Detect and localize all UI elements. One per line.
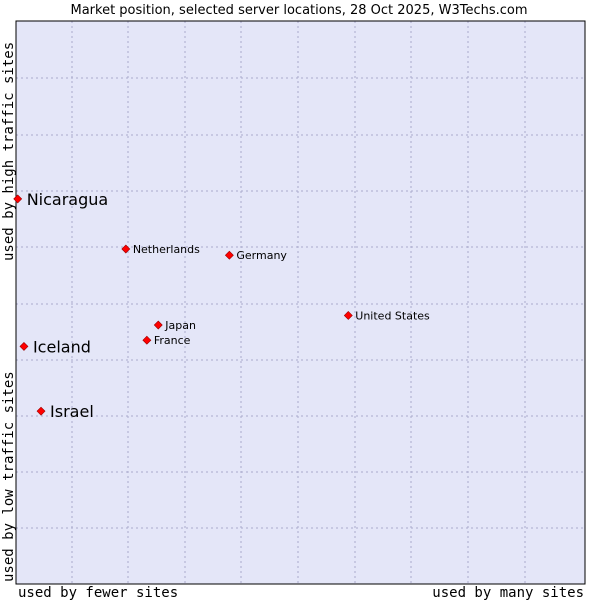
point-label-france: France bbox=[154, 334, 191, 347]
y-axis-label-top: used by high traffic sites bbox=[1, 42, 17, 261]
point-marker-nicaragua bbox=[13, 194, 23, 204]
point-label-united-states: United States bbox=[355, 309, 430, 322]
point-label-iceland: Iceland bbox=[33, 337, 91, 356]
point-label-japan: Japan bbox=[164, 319, 196, 332]
data-points: Nicaragua Netherlands Germany United States… bbox=[13, 190, 430, 421]
point-marker-germany bbox=[224, 250, 234, 260]
point-label-germany: Germany bbox=[236, 249, 287, 262]
grid-lines bbox=[16, 21, 585, 584]
y-axis-label-bottom: used by low traffic sites bbox=[1, 371, 17, 582]
plot-area bbox=[15, 20, 586, 585]
x-axis-label-right: used by many sites bbox=[432, 585, 584, 600]
point-marker-iceland bbox=[19, 341, 29, 351]
point-marker-united-states bbox=[343, 311, 353, 320]
point-label-israel: Israel bbox=[50, 402, 94, 421]
point-marker-japan bbox=[153, 320, 163, 330]
point-label-netherlands: Netherlands bbox=[133, 243, 200, 256]
point-marker-france bbox=[142, 335, 152, 345]
point-marker-israel bbox=[36, 406, 46, 416]
x-axis-label-left: used by fewer sites bbox=[18, 585, 178, 600]
point-label-nicaragua: Nicaragua bbox=[27, 190, 109, 209]
point-marker-netherlands bbox=[121, 244, 131, 254]
chart-title: Market position, selected server locatio… bbox=[70, 3, 527, 18]
plot-border bbox=[15, 20, 586, 585]
